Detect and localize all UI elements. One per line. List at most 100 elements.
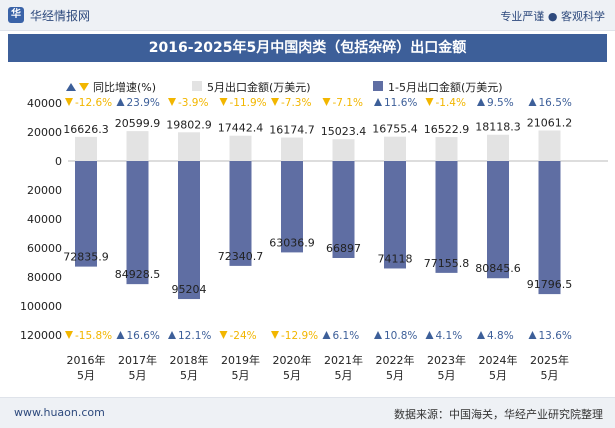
- bar-monthly: [126, 131, 149, 161]
- yoy-cumulative-label: 4.1%: [436, 330, 463, 342]
- yoy-monthly-down-icon: [219, 98, 228, 106]
- x-category-label: 2023年: [427, 353, 466, 367]
- yoy-cumulative-label: 16.6%: [127, 330, 160, 342]
- bar-cumulative: [538, 161, 561, 295]
- footer-site: www.huaon.com: [14, 406, 105, 419]
- bar-monthly: [384, 136, 406, 161]
- data-label-monthly: 15023.4: [321, 125, 367, 138]
- yoy-monthly-label: -7.1%: [333, 97, 363, 109]
- y-tick-label: 20000: [27, 184, 62, 197]
- x-category-label: 5月: [541, 369, 559, 382]
- data-label-monthly: 20599.9: [115, 117, 161, 130]
- legend-down-triangle-icon: [79, 83, 89, 91]
- yoy-cumulative-label: -15.8%: [75, 330, 112, 342]
- data-label-cumulative: 74118: [378, 252, 413, 265]
- bar-monthly: [487, 134, 509, 161]
- legend-yoy-label: 同比增速(%): [93, 80, 156, 94]
- yoy-cumulative-label: 6.1%: [333, 330, 360, 342]
- yoy-cumulative-up-icon: [116, 331, 125, 339]
- bar-monthly: [538, 130, 561, 161]
- yoy-cumulative-label: -24%: [230, 330, 257, 342]
- chart-title: 2016-2025年5月中国肉类（包括杂碎）出口金额: [8, 34, 607, 62]
- data-label-cumulative: 63036.9: [269, 236, 315, 249]
- data-label-monthly: 21061.2: [527, 116, 573, 129]
- x-category-label: 5月: [335, 369, 353, 382]
- x-category-label: 2018年: [170, 353, 209, 367]
- data-label-cumulative: 91796.5: [527, 278, 573, 291]
- x-category-label: 5月: [489, 369, 507, 382]
- x-category-label: 5月: [283, 369, 301, 382]
- yoy-cumulative-down-icon: [219, 331, 228, 339]
- y-tick-label: 40000: [27, 97, 62, 110]
- yoy-cumulative-up-icon: [425, 331, 434, 339]
- yoy-monthly-label: -12.6%: [75, 97, 112, 109]
- bar-cumulative: [384, 161, 406, 269]
- yoy-monthly-label: -11.9%: [230, 97, 267, 109]
- data-label-monthly: 16522.9: [424, 123, 470, 136]
- data-label-monthly: 17442.4: [218, 122, 264, 135]
- top-bar: 华 华经情报网 专业严谨 ● 客观科学: [0, 0, 615, 31]
- data-label-monthly: 19802.9: [166, 118, 212, 131]
- yoy-monthly-down-icon: [271, 98, 279, 106]
- x-category-label: 2024年: [479, 353, 518, 367]
- y-tick-label: 0: [55, 155, 62, 168]
- yoy-cumulative-label: -12.9%: [281, 330, 318, 342]
- yoy-monthly-label: 11.6%: [384, 97, 417, 109]
- yoy-cumulative-label: 12.1%: [178, 330, 211, 342]
- brand-logo-icon: 华: [8, 7, 24, 23]
- data-label-monthly: 16755.4: [372, 123, 418, 136]
- yoy-cumulative-up-icon: [528, 331, 537, 339]
- yoy-cumulative-label: 13.6%: [539, 330, 572, 342]
- x-category-label: 5月: [386, 369, 404, 382]
- bar-cumulative: [178, 161, 200, 300]
- x-category-label: 2025年: [530, 353, 569, 367]
- data-label-cumulative: 72835.9: [63, 251, 109, 264]
- data-label-cumulative: 72340.7: [218, 250, 264, 263]
- yoy-monthly-up-icon: [116, 98, 125, 106]
- bar-cumulative: [435, 161, 458, 273]
- y-tick-label: 100000: [20, 300, 62, 313]
- yoy-cumulative-down-icon: [271, 331, 279, 339]
- yoy-monthly-down-icon: [322, 98, 331, 106]
- x-category-label: 5月: [77, 369, 95, 382]
- x-category-label: 5月: [180, 369, 198, 382]
- legend-up-triangle-icon: [66, 83, 76, 91]
- legend-swatch-cumulative: [373, 81, 383, 91]
- x-category-label: 2021年: [324, 353, 363, 367]
- yoy-monthly-label: -7.3%: [281, 97, 311, 109]
- yoy-monthly-label: 23.9%: [127, 97, 160, 109]
- legend-series-monthly: 5月出口金额(万美元): [207, 80, 311, 94]
- yoy-monthly-down-icon: [425, 98, 434, 106]
- tagline: 专业严谨 ● 客观科学: [500, 10, 605, 23]
- bar-monthly: [75, 136, 97, 161]
- data-label-monthly: 18118.3: [475, 121, 521, 134]
- yoy-monthly-up-icon: [374, 98, 382, 106]
- footer: www.huaon.com 数据来源：中国海关，华经产业研究院整理: [0, 397, 615, 428]
- yoy-monthly-down-icon: [65, 98, 73, 106]
- yoy-cumulative-up-icon: [477, 331, 485, 339]
- bar-cumulative: [487, 161, 509, 279]
- data-label-cumulative: 95204: [172, 283, 207, 296]
- yoy-cumulative-down-icon: [65, 331, 73, 339]
- data-label-monthly: 16626.3: [63, 123, 109, 136]
- yoy-cumulative-label: 4.8%: [487, 330, 514, 342]
- brand-name: 华经情报网: [30, 8, 91, 23]
- x-category-label: 5月: [438, 369, 456, 382]
- x-category-label: 2016年: [67, 353, 106, 367]
- yoy-monthly-up-icon: [477, 98, 485, 106]
- yoy-cumulative-up-icon: [374, 331, 382, 339]
- yoy-monthly-up-icon: [528, 98, 537, 106]
- x-category-label: 5月: [232, 369, 250, 382]
- legend-swatch-monthly: [192, 81, 202, 91]
- bar-cumulative: [126, 161, 149, 285]
- yoy-monthly-label: -3.9%: [178, 97, 208, 109]
- bar-monthly: [281, 137, 303, 161]
- y-tick-label: 120000: [20, 329, 62, 342]
- data-label-cumulative: 77155.8: [424, 257, 470, 270]
- yoy-cumulative-up-icon: [322, 331, 331, 339]
- bar-monthly: [229, 135, 252, 161]
- x-category-label: 5月: [129, 369, 147, 382]
- yoy-cumulative-label: 10.8%: [384, 330, 417, 342]
- data-label-cumulative: 66897: [326, 242, 361, 255]
- bar-cumulative: [75, 161, 97, 267]
